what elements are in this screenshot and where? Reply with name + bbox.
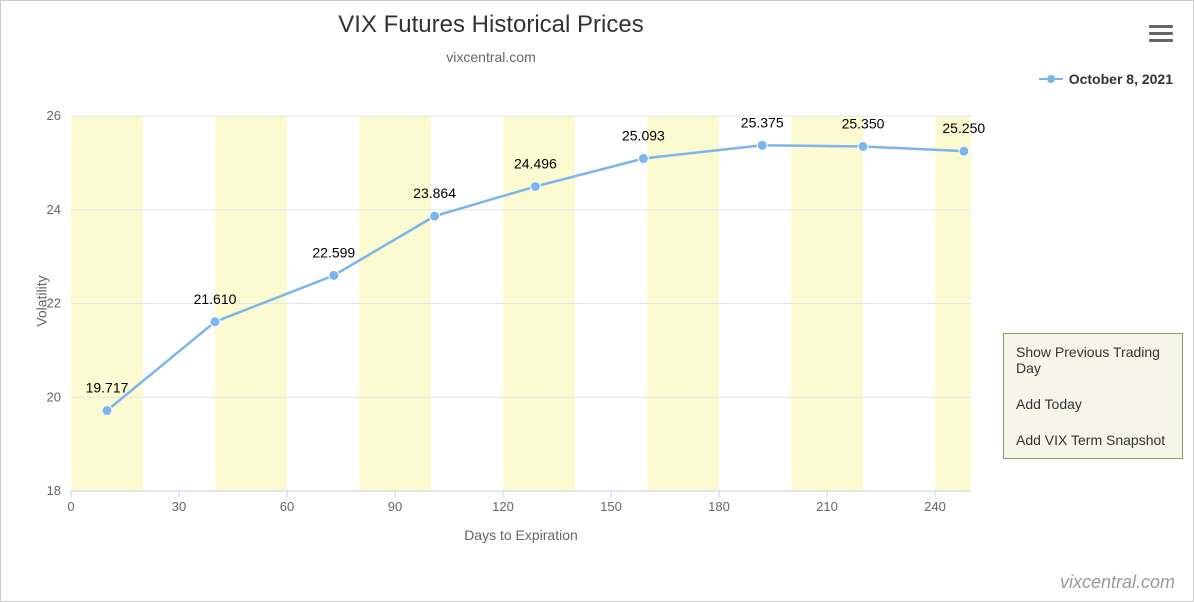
svg-text:24.496: 24.496 xyxy=(514,156,557,172)
svg-text:25.250: 25.250 xyxy=(942,120,985,136)
legend-label: October 8, 2021 xyxy=(1069,71,1173,87)
svg-text:60: 60 xyxy=(280,499,294,514)
svg-text:120: 120 xyxy=(492,499,514,514)
svg-text:23.864: 23.864 xyxy=(413,185,456,201)
svg-text:18: 18 xyxy=(47,483,61,498)
legend-dot xyxy=(1047,75,1055,83)
svg-text:180: 180 xyxy=(708,499,730,514)
svg-text:90: 90 xyxy=(388,499,402,514)
legend-line-left xyxy=(1039,78,1047,80)
action-add-today[interactable]: Add Today xyxy=(1004,386,1182,422)
svg-text:19.717: 19.717 xyxy=(86,380,129,396)
action-panel: Show Previous Trading Day Add Today Add … xyxy=(1003,333,1183,459)
svg-text:22.599: 22.599 xyxy=(312,244,355,260)
action-add-vix-term[interactable]: Add VIX Term Snapshot xyxy=(1004,422,1182,458)
chart-container: VIX Futures Historical Prices vixcentral… xyxy=(0,0,1194,602)
svg-text:240: 240 xyxy=(924,499,946,514)
chart-title: VIX Futures Historical Prices xyxy=(1,11,981,39)
plot-area: 1820222426030609012015018021024019.71721… xyxy=(71,116,971,491)
svg-text:24: 24 xyxy=(47,202,61,217)
svg-text:26: 26 xyxy=(47,108,61,123)
svg-text:21.610: 21.610 xyxy=(194,291,237,307)
legend[interactable]: October 8, 2021 xyxy=(1039,71,1173,87)
action-show-previous[interactable]: Show Previous Trading Day xyxy=(1004,334,1182,386)
legend-line-right xyxy=(1055,78,1063,80)
svg-text:30: 30 xyxy=(172,499,186,514)
x-axis-title: Days to Expiration xyxy=(71,527,971,543)
svg-text:0: 0 xyxy=(67,499,74,514)
svg-text:210: 210 xyxy=(816,499,838,514)
legend-marker-icon xyxy=(1039,75,1063,83)
svg-text:150: 150 xyxy=(600,499,622,514)
chart-subtitle: vixcentral.com xyxy=(1,49,981,65)
watermark: vixcentral.com xyxy=(1060,572,1175,593)
chart-svg: 1820222426030609012015018021024019.71721… xyxy=(71,116,971,491)
svg-text:25.375: 25.375 xyxy=(741,114,784,130)
svg-text:22: 22 xyxy=(47,296,61,311)
svg-text:25.350: 25.350 xyxy=(842,115,885,131)
svg-text:20: 20 xyxy=(47,389,61,404)
menu-icon[interactable] xyxy=(1149,21,1173,43)
svg-text:25.093: 25.093 xyxy=(622,128,665,144)
